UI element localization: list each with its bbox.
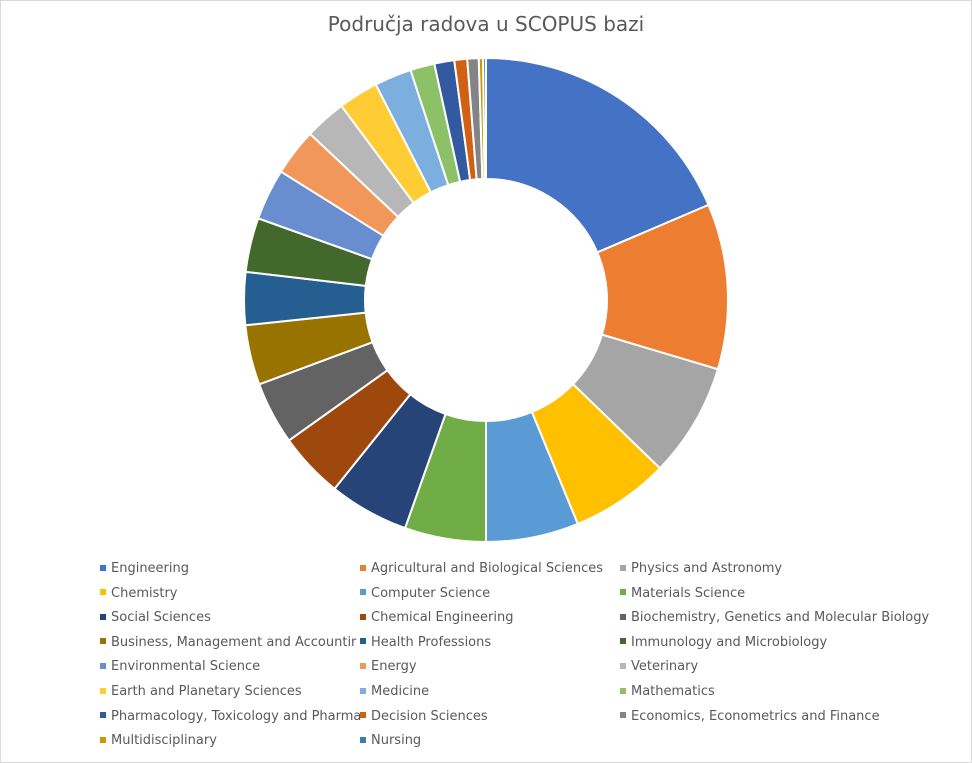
legend-item: Computer Science — [360, 586, 490, 602]
legend-label: Chemical Engineering — [371, 610, 514, 626]
legend-label: Engineering — [111, 561, 189, 576]
legend-item: Social Sciences — [100, 610, 211, 626]
legend-swatch — [360, 613, 366, 620]
legend-swatch — [100, 638, 106, 645]
legend-item: Multidisciplinary — [100, 733, 217, 749]
legend-swatch — [360, 662, 366, 669]
legend-swatch — [360, 736, 366, 743]
legend-label: Multidisciplinary — [111, 733, 217, 749]
legend-label: Medicine — [371, 684, 430, 699]
legend-item: Nursing — [360, 733, 421, 749]
legend-item: Medicine — [360, 684, 429, 700]
legend-swatch — [100, 564, 106, 571]
legend-label: Agricultural and Biological Sciences — [371, 561, 604, 576]
legend-label: Materials Science — [631, 585, 746, 601]
legend-swatch — [620, 564, 626, 571]
legend-item: Energy — [360, 659, 417, 675]
legend-label: Mathematics — [631, 684, 715, 699]
legend-item: Physics and Astronomy — [620, 561, 782, 577]
legend-item: Business, Management and Accountir — [100, 635, 356, 651]
legend-item: Chemistry — [100, 586, 178, 602]
legend-swatch — [360, 712, 366, 719]
legend-label: Environmental Science — [111, 659, 261, 675]
legend-item: Health Professions — [360, 635, 491, 651]
legend-item: Decision Sciences — [360, 709, 488, 725]
legend-label: Chemistry — [111, 585, 178, 601]
slice-nursing — [482, 56, 487, 181]
legend-swatch — [100, 589, 106, 596]
legend-label: Veterinary — [631, 659, 699, 675]
legend-swatch — [360, 589, 366, 596]
legend-label: Economics, Econometrics and Finance — [631, 708, 880, 724]
legend-swatch — [100, 712, 106, 719]
legend-label: Computer Science — [371, 585, 491, 601]
legend-swatch — [100, 736, 106, 743]
legend-swatch — [100, 662, 106, 669]
legend-swatch — [360, 638, 366, 645]
legend-item: Mathematics — [620, 684, 715, 700]
legend-swatch — [100, 687, 106, 694]
legend-swatch — [620, 589, 626, 596]
legend-swatch — [620, 712, 626, 719]
legend-label: Social Sciences — [111, 610, 211, 626]
legend-item: Economics, Econometrics and Finance — [620, 709, 880, 725]
legend-label: Health Professions — [371, 634, 492, 650]
legend-swatch — [620, 638, 626, 645]
legend-swatch — [620, 662, 626, 669]
legend-label: Physics and Astronomy — [631, 561, 783, 576]
legend-swatch — [360, 687, 366, 694]
legend-label: Earth and Planetary Sciences — [111, 684, 302, 699]
legend-label: Energy — [371, 659, 417, 675]
legend-item: Earth and Planetary Sciences — [100, 684, 302, 700]
legend-label: Biochemistry, Genetics and Molecular Bio… — [631, 610, 930, 626]
legend-item: Materials Science — [620, 586, 745, 602]
legend-label: Business, Management and Accountir — [111, 634, 357, 650]
legend-item: Immunology and Microbiology — [620, 635, 827, 651]
legend-swatch — [620, 613, 626, 620]
legend-item: Chemical Engineering — [360, 610, 513, 626]
slice-engineering — [485, 56, 710, 254]
legend-item: Agricultural and Biological Sciences — [360, 561, 603, 577]
legend-item: Pharmacology, Toxicology and Pharma — [100, 709, 361, 725]
legend-item: Environmental Science — [100, 659, 260, 675]
legend-swatch — [620, 687, 626, 694]
legend-label: Nursing — [371, 733, 422, 749]
chart-title: Područja radova u SCOPUS bazi — [327, 12, 645, 36]
legend-item: Biochemistry, Genetics and Molecular Bio… — [620, 610, 929, 626]
legend-item: Veterinary — [620, 659, 698, 675]
legend-swatch — [360, 564, 366, 571]
legend-item: Engineering — [100, 561, 189, 577]
legend-label: Decision Sciences — [371, 708, 488, 724]
legend-label: Immunology and Microbiology — [631, 634, 828, 650]
legend-swatch — [100, 613, 106, 620]
legend-label: Pharmacology, Toxicology and Pharma — [111, 708, 362, 724]
